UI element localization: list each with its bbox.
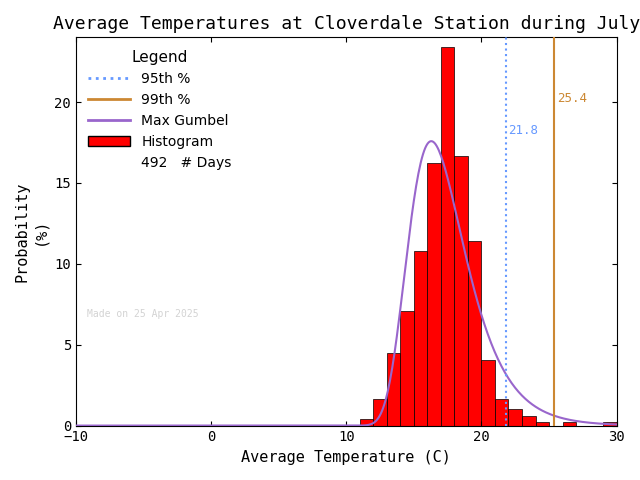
Text: 21.8: 21.8: [509, 124, 538, 137]
Bar: [428, 163, 441, 426]
Bar: [441, 48, 454, 426]
Bar: [509, 409, 522, 426]
Bar: [401, 311, 414, 426]
Bar: [481, 360, 495, 426]
Bar: [468, 241, 481, 426]
Bar: [536, 422, 549, 426]
Title: Average Temperatures at Cloverdale Station during July: Average Temperatures at Cloverdale Stati…: [52, 15, 640, 33]
Bar: [454, 156, 468, 426]
Bar: [522, 416, 536, 426]
Y-axis label: Probability
(%): Probability (%): [15, 181, 47, 282]
Bar: [387, 353, 401, 426]
Bar: [373, 399, 387, 426]
Text: Made on 25 Apr 2025: Made on 25 Apr 2025: [87, 309, 198, 319]
X-axis label: Average Temperature (C): Average Temperature (C): [241, 450, 451, 465]
Text: 25.4: 25.4: [557, 92, 587, 105]
Bar: [495, 399, 509, 426]
Bar: [414, 252, 428, 426]
Bar: [603, 422, 616, 426]
Legend: 95th %, 99th %, Max Gumbel, Histogram, 492   # Days: 95th %, 99th %, Max Gumbel, Histogram, 4…: [83, 44, 237, 175]
Bar: [360, 419, 373, 426]
Bar: [563, 422, 576, 426]
